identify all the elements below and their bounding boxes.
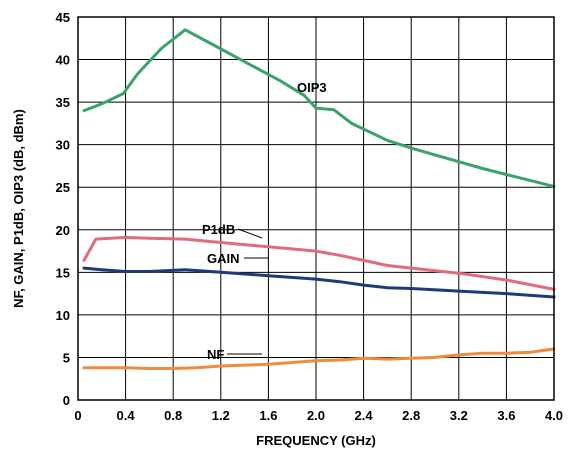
x-tick-label: 1.2 [212,408,230,423]
series-lines [82,28,556,370]
y-tick-label: 45 [56,10,70,25]
series-line-gain [82,266,556,299]
x-tick-label: 2.0 [307,408,325,423]
y-tick-label: 0 [63,393,70,408]
x-tick-labels: 0 0.4 0.8 1.2 1.6 2.0 2.4 2.8 3.2 3.6 4.0 [74,408,563,423]
y-tick-label: 25 [56,180,70,195]
x-tick-label: 0.4 [117,408,136,423]
x-tick-label: 0.8 [164,408,182,423]
y-tick-labels: 0 5 10 15 20 25 30 35 40 45 [56,10,70,408]
y-tick-label: 35 [56,95,70,110]
series-label-leader [237,228,263,239]
x-tick-label: 2.8 [402,408,420,423]
series-label-nf: NF [207,347,224,362]
series-line-oip3 [82,28,556,188]
y-tick-label: 30 [56,138,70,153]
y-tick-label: 20 [56,223,70,238]
x-tick-label: 1.6 [259,408,277,423]
y-axis-title: NF, GAIN, P1dB, OIP3 (dB, dBm) [11,109,26,308]
plot-frame [77,16,555,401]
series-label-p1db: P1dB [202,222,235,237]
series-label-oip3: OIP3 [297,80,327,95]
y-tick-label: 10 [56,308,70,323]
x-tick-label: 3.2 [450,408,468,423]
series-line-p1db [82,235,556,291]
series-label-gain: GAIN [207,251,240,266]
x-tick-label: 3.6 [497,408,515,423]
y-tick-label: 15 [56,265,70,280]
grid [78,17,554,400]
x-tick-label: 0 [74,408,81,423]
y-tick-label: 40 [56,53,70,68]
series-line-nf [82,347,556,370]
x-tick-label: 4.0 [545,408,563,423]
x-tick-label: 2.4 [355,408,374,423]
y-tick-label: 5 [63,350,70,365]
series-labels: OIP3 P1dB GAIN NF [202,80,327,362]
x-axis-title: FREQUENCY (GHz) [256,433,376,448]
